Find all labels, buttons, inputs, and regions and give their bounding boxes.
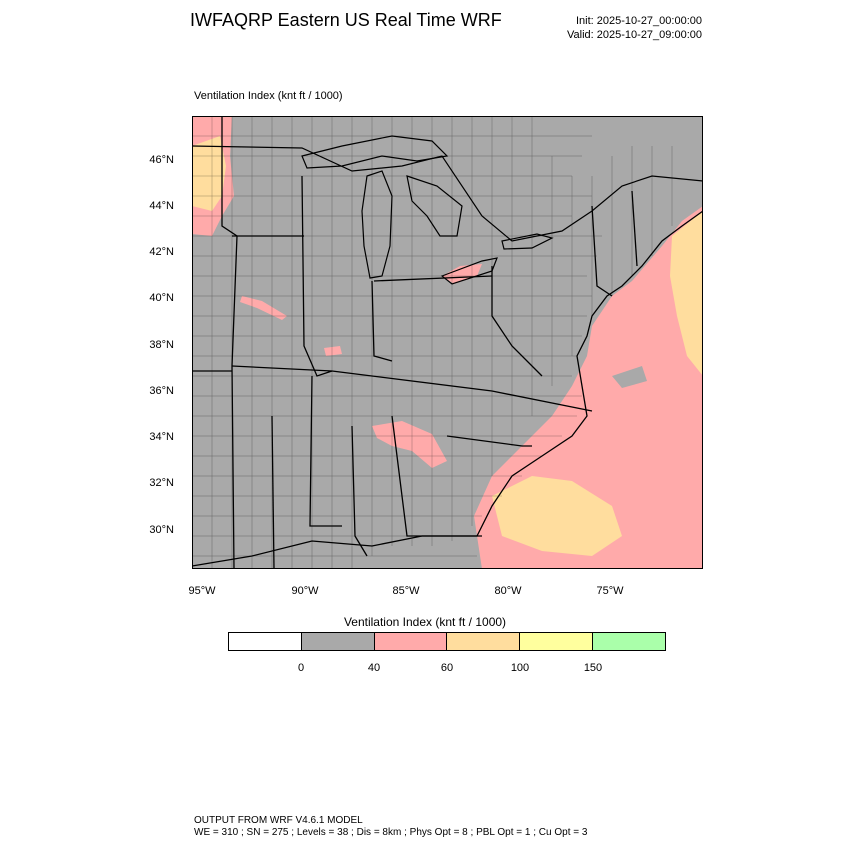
ventilation-index-map [192, 116, 703, 569]
lon-label: 90°W [291, 585, 319, 597]
us-canada-border [192, 145, 703, 242]
atlantic-orange-south [492, 476, 622, 556]
lat-label: 36°N [149, 385, 174, 397]
footer-line: OUTPUT FROM WRF V4.6.1 MODEL [194, 815, 363, 826]
field-label: Ventilation Index (knt ft / 1000) [194, 90, 343, 102]
colorbar-cell [301, 633, 375, 650]
lat-label: 46°N [149, 154, 174, 166]
ga-pink-spot [372, 421, 447, 468]
colorbar-cell [447, 633, 521, 650]
colorbar-title: Ventilation Index (knt ft / 1000) [343, 615, 507, 629]
nw-orange-region [192, 136, 226, 211]
il-pink-streak [240, 296, 287, 320]
model-footer: OUTPUT FROM WRF V4.6.1 MODEL WE = 310 ; … [194, 815, 587, 839]
colorbar-cell [593, 633, 665, 650]
colorbar-cell [374, 633, 448, 650]
lon-label: 75°W [596, 585, 624, 597]
colorbar-tick: 60 [440, 662, 454, 674]
ky-pink-spot [324, 346, 342, 356]
page-title: IWFAQRP Eastern US Real Time WRF [190, 10, 502, 30]
colorbar-cell [520, 633, 594, 650]
colorbar-cell [229, 633, 302, 650]
lat-label: 32°N [149, 477, 174, 489]
lat-label: 30°N [149, 524, 174, 536]
vi-shading [192, 116, 703, 569]
valid-time: Valid: 2025-10-27_09:00:00 [567, 29, 702, 41]
lat-label: 40°N [149, 292, 174, 304]
colorbar-tick: 150 [583, 662, 603, 674]
init-time: Init: 2025-10-27_00:00:00 [576, 15, 702, 27]
coastline [192, 210, 703, 567]
lon-label: 85°W [392, 585, 420, 597]
atlantic-orange-east [670, 211, 703, 376]
lon-label: 95°W [188, 585, 216, 597]
lon-label: 80°W [494, 585, 522, 597]
colorbar-tick: 0 [297, 662, 305, 674]
map-frame [192, 116, 703, 569]
lat-label: 38°N [149, 339, 174, 351]
lat-label: 42°N [149, 246, 174, 258]
colorbar-tick: 100 [510, 662, 530, 674]
atlantic-gray-patch [612, 366, 647, 388]
footer-line: WE = 310 ; SN = 275 ; Levels = 38 ; Dis … [194, 827, 588, 838]
lake-ontario [501, 233, 554, 250]
lakes-outline [192, 135, 703, 285]
lake-huron [406, 175, 463, 237]
lake-erie [440, 257, 498, 285]
colorbar-tick: 40 [367, 662, 381, 674]
lat-label: 44°N [149, 200, 174, 212]
lat-label: 34°N [149, 431, 174, 443]
run-times: Init: 2025-10-27_00:00:00 Valid: 2025-10… [567, 14, 702, 42]
county-grid [192, 116, 673, 569]
lake-michigan [361, 170, 393, 279]
colorbar [228, 632, 666, 651]
